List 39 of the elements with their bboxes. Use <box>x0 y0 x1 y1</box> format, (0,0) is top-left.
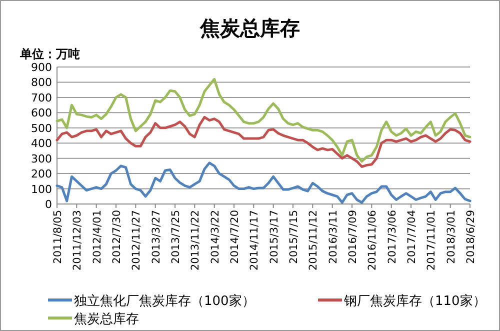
x-tick-label: 2015/7/15 <box>288 210 300 264</box>
legend-label: 焦炭总库存 <box>74 312 139 327</box>
x-tick-label: 2017/7/04 <box>406 210 418 264</box>
y-tick-label: 500 <box>31 122 52 135</box>
x-tick-label: 2016/11/06 <box>366 210 379 271</box>
y-tick-label: 600 <box>31 106 52 120</box>
x-tick-label: 2014/11/17 <box>248 210 261 271</box>
text: 单位：万吨 <box>19 47 80 61</box>
x-tick-label: 2011/12/03 <box>72 210 84 271</box>
x-tick-label: 2018/6/29 <box>465 210 477 264</box>
x-tick-label: 2013/3/27 <box>150 210 162 264</box>
x-tick-label: 2011/8/05 <box>52 210 64 264</box>
x-tick-label: 2015/11/12 <box>308 210 320 271</box>
x-tick-label: 2014/3/22 <box>209 210 222 264</box>
x-tick-label: 2016/7/09 <box>347 210 359 264</box>
y-tick-label: 100 <box>31 182 52 196</box>
chart-title: 焦炭总库存 <box>199 16 300 40</box>
x-tick-label: 2012/7/30 <box>111 210 123 264</box>
y-tick-label: 400 <box>31 137 52 150</box>
x-tick-label: 2018/3/01 <box>445 210 458 264</box>
x-tick-label: 2012/4/01 <box>91 210 104 264</box>
legend-label: 钢厂焦炭库存（110家） <box>343 293 486 309</box>
x-tick-label: 2013/11/22 <box>190 210 202 271</box>
y-tick-label: 900 <box>31 61 52 74</box>
x-tick-label: 2015/3/17 <box>268 210 280 264</box>
y-tick-label: 200 <box>31 168 52 181</box>
line-series <box>56 116 472 168</box>
y-tick-label: 800 <box>31 76 52 90</box>
x-tick-label: 2017/11/01 <box>426 210 438 271</box>
x-tick-label: 2016/3/11 <box>327 210 340 264</box>
y-tick-label: 0 <box>45 198 52 211</box>
x-tick-label: 2013/7/25 <box>170 210 182 264</box>
legend-label: 独立焦化厂焦炭库存（100家） <box>74 293 255 309</box>
y-tick-label: 300 <box>31 152 52 166</box>
line-series <box>56 78 472 163</box>
x-tick-label: 2014/7/20 <box>229 210 241 264</box>
y-tick-label: 700 <box>31 91 52 104</box>
x-tick-label: 2012/11/27 <box>130 210 143 271</box>
x-tick-label: 2017/3/06 <box>386 210 398 264</box>
